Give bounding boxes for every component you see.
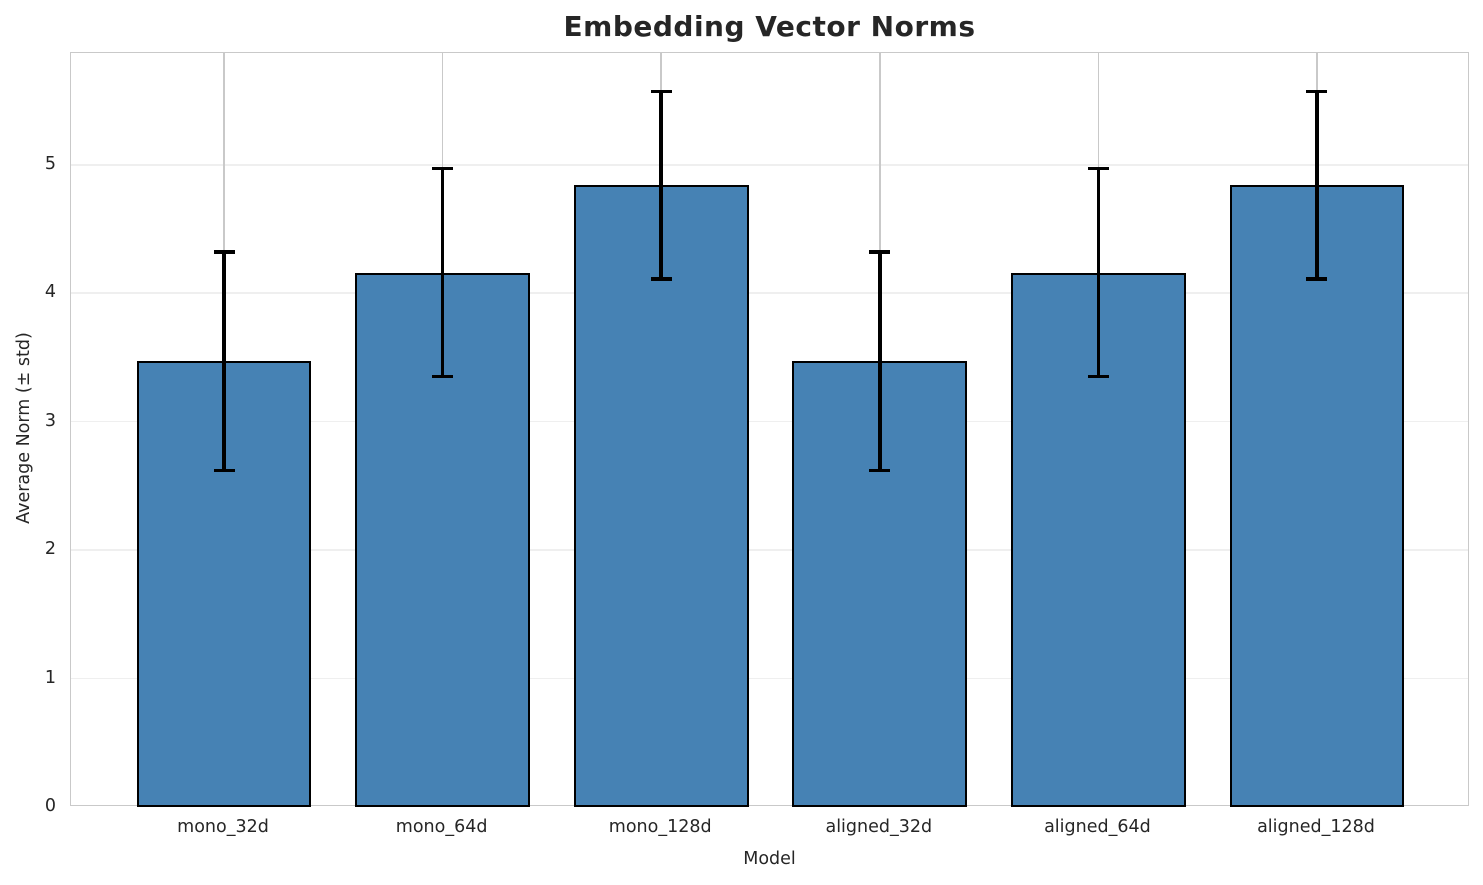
error-bar-top-cap <box>432 166 454 171</box>
y-tick-label: 1 <box>44 667 56 688</box>
chart-title: Embedding Vector Norms <box>563 10 976 43</box>
error-bar-line <box>1096 168 1101 377</box>
y-tick-label: 2 <box>44 539 56 560</box>
error-bar-bottom-cap <box>869 468 891 473</box>
horizontal-gridline <box>71 420 1468 423</box>
error-bar-bottom-cap <box>213 468 235 473</box>
error-bar-top-cap <box>1087 166 1109 171</box>
y-axis-label: Average Norm (± std) <box>14 332 34 524</box>
y-tick-label: 5 <box>44 153 56 174</box>
horizontal-gridline <box>71 292 1468 294</box>
error-bar-line <box>878 252 882 471</box>
bar <box>1229 185 1405 807</box>
error-bar-bottom-cap <box>1087 374 1109 379</box>
error-bar-bottom-cap <box>432 374 454 379</box>
y-tick-label: 3 <box>44 410 56 431</box>
horizontal-gridline <box>71 677 1468 680</box>
plot-area <box>70 52 1469 807</box>
x-tick-label: mono_64d <box>395 817 488 837</box>
error-bar-top-cap <box>869 250 891 254</box>
x-axis-label: Model <box>743 849 796 869</box>
error-bar-line <box>440 168 445 377</box>
x-tick-label: mono_128d <box>608 817 712 837</box>
x-tick-label: aligned_64d <box>1044 817 1151 837</box>
x-tick-label: aligned_128d <box>1257 817 1375 837</box>
y-tick-label: 4 <box>44 282 56 303</box>
error-bar-line <box>1315 91 1319 280</box>
y-tick-label: 0 <box>44 796 56 816</box>
error-bar-top-cap <box>213 250 235 254</box>
error-bar-top-cap <box>650 89 672 94</box>
horizontal-gridline <box>71 549 1468 551</box>
error-bar-top-cap <box>1306 89 1328 94</box>
x-tick-label: aligned_32d <box>825 817 933 837</box>
error-bar-bottom-cap <box>1306 277 1328 281</box>
horizontal-gridline <box>71 163 1468 166</box>
error-bar-line <box>659 91 663 280</box>
error-bar-line <box>222 252 226 471</box>
error-bar-bottom-cap <box>650 277 672 281</box>
bar <box>573 185 749 807</box>
x-tick-label: mono_32d <box>177 817 269 837</box>
